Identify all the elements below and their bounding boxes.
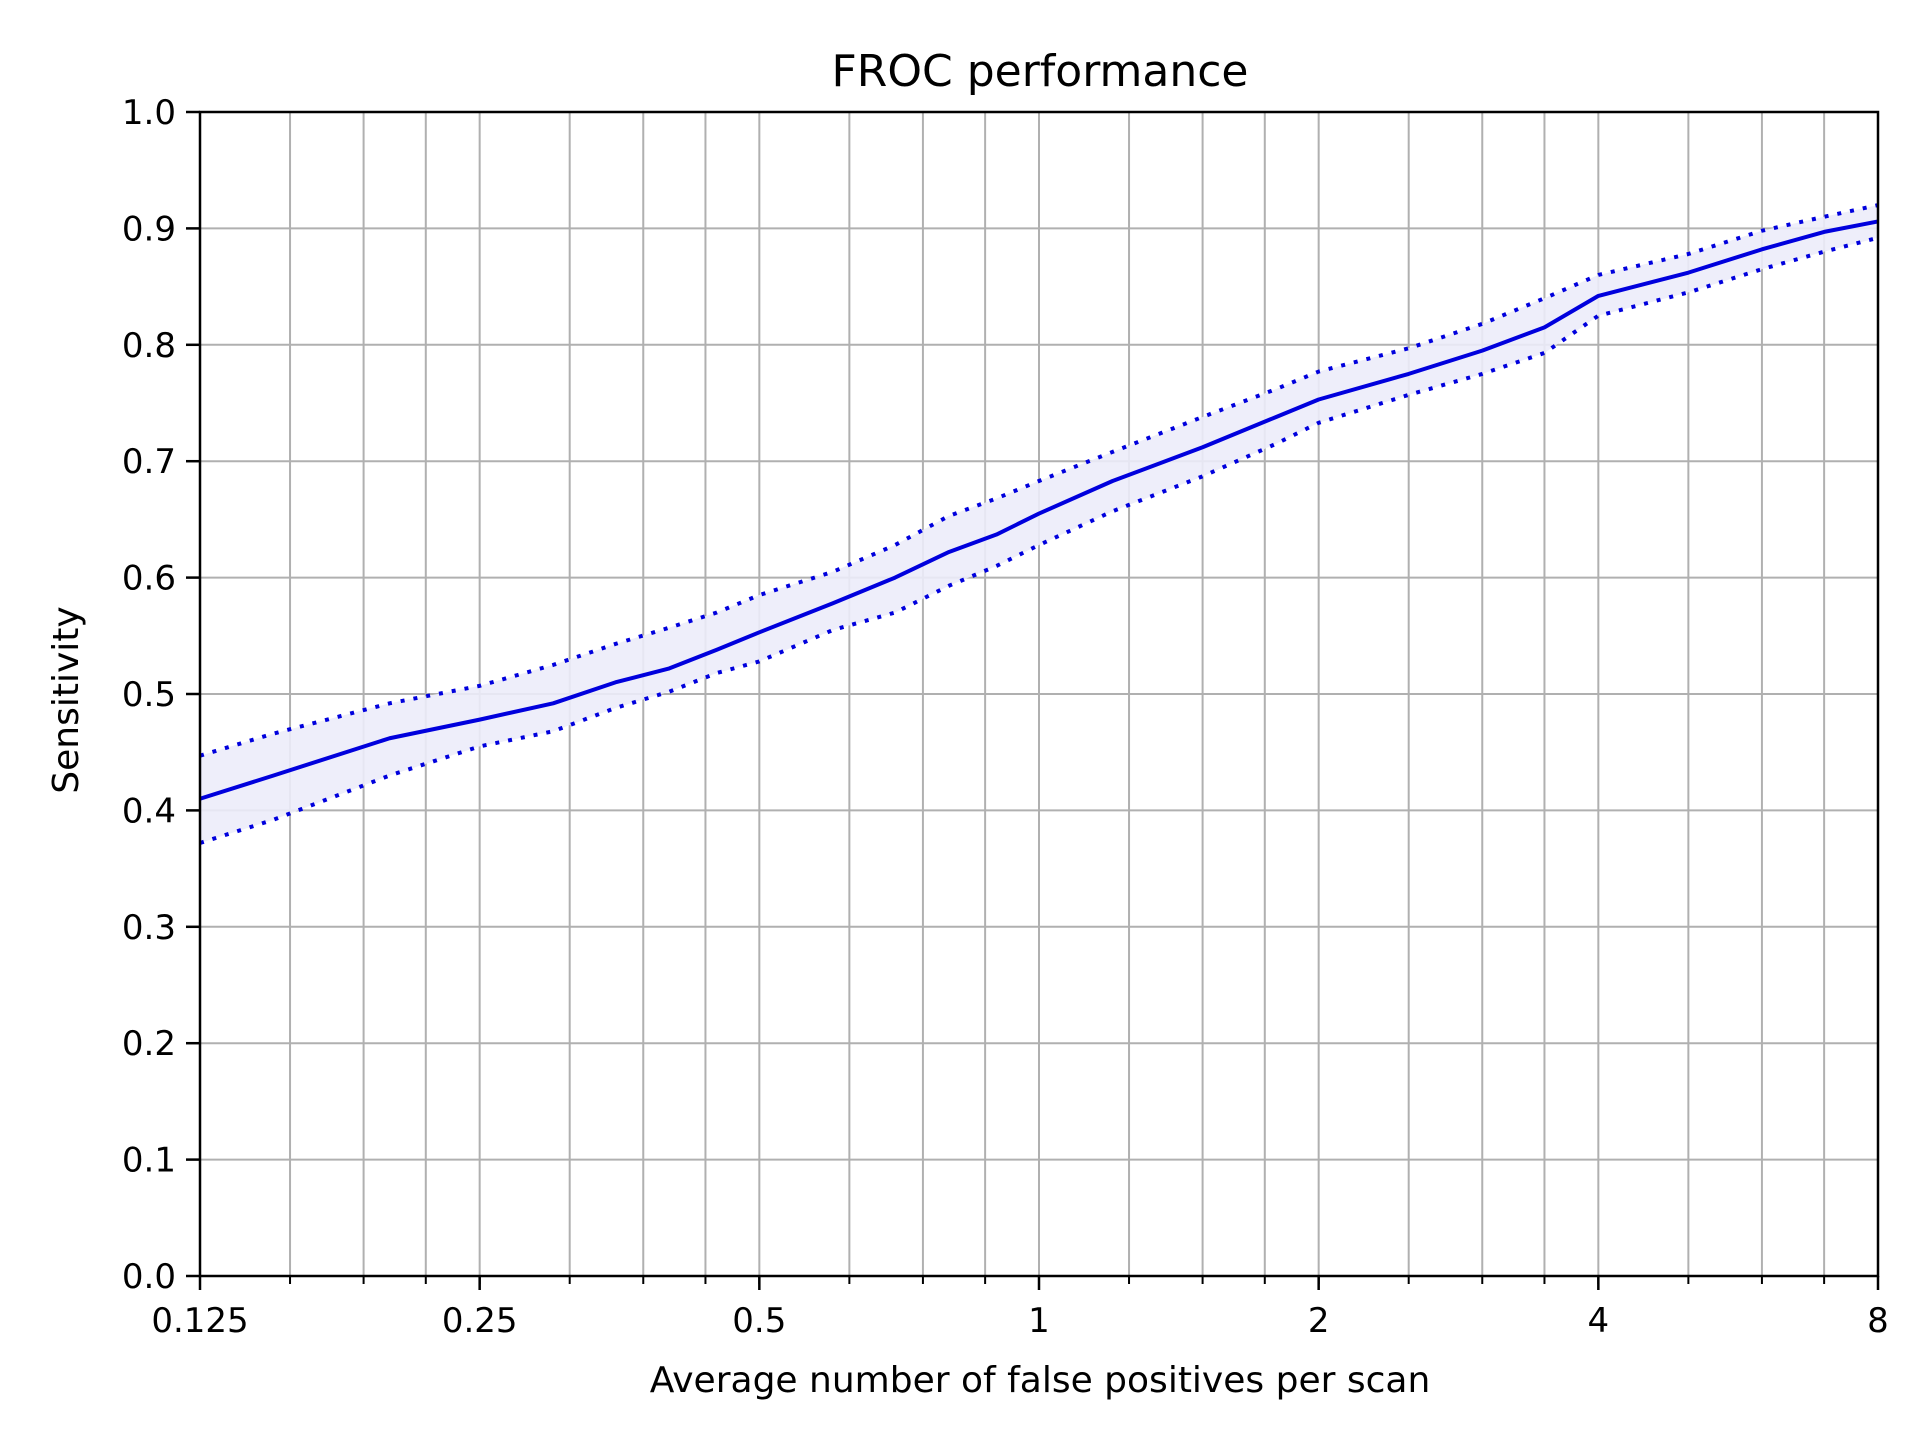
y-tick-label: 0.7 [122,442,176,482]
x-axis-label: Average number of false positives per sc… [650,1360,1431,1401]
tick-labels: 0.125 0.25 0.5 1 2 4 8 0.0 0.1 0.2 0.3 0.4 0.5 0.6 0.7… [122,93,1889,1341]
y-tick-label: 0.0 [122,1257,176,1297]
upper-bound-curve [199,203,1879,758]
y-tick-label: 0.2 [122,1024,176,1064]
y-tick-label: 0.8 [122,326,176,366]
chart-title: FROC performance [831,46,1248,97]
x-tick-label: 1 [1028,1301,1050,1341]
y-tick-label: 0.5 [122,675,176,715]
x-tick-label: 0.25 [442,1301,518,1341]
y-tick-label: 0.4 [122,791,176,831]
y-tick-label: 0.1 [122,1141,176,1181]
confidence-band [200,205,1878,843]
x-tick-label: 4 [1588,1301,1610,1341]
y-tick-label: 1.0 [122,93,176,133]
series-lines [199,203,1879,845]
x-tick-label: 0.5 [732,1301,786,1341]
y-axis-label: Sensitivity [46,606,87,793]
x-tick-label: 0.125 [151,1301,248,1341]
y-tick-label: 0.6 [122,559,176,599]
froc-curve [199,219,1879,801]
y-tick-label: 0.3 [122,908,176,948]
y-tick-label: 0.9 [122,209,176,249]
axes [186,110,1880,1290]
confidence-band-area [200,205,1878,843]
x-tick-label: 8 [1867,1301,1889,1341]
x-tick-label: 2 [1308,1301,1330,1341]
